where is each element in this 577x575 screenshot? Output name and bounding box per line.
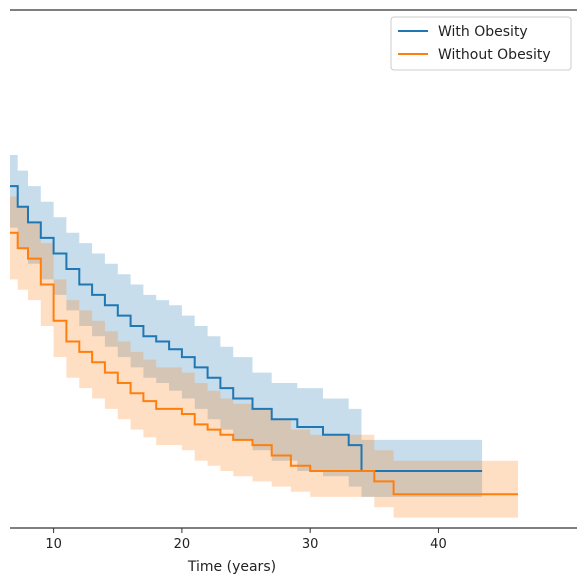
plot-area [10, 155, 518, 518]
confidence-band-with-obesity [10, 155, 483, 497]
survival-curve-with-obesity [10, 185, 483, 472]
x-ticks: 10 20 30 40 [45, 528, 447, 552]
x-tick-label: 10 [45, 537, 62, 552]
legend-label-without-obesity: Without Obesity [438, 47, 551, 63]
confidence-band-without-obesity [10, 196, 518, 518]
x-tick-label: 40 [430, 537, 447, 552]
x-tick-label: 20 [174, 537, 191, 552]
x-tick-label: 30 [302, 537, 319, 552]
legend-label-with-obesity: With Obesity [438, 24, 528, 40]
x-axis-label: Time (years) [187, 559, 276, 575]
survival-curve-without-obesity [10, 231, 518, 496]
legend: With Obesity Without Obesity [390, 16, 572, 71]
legend-frame [390, 16, 572, 71]
